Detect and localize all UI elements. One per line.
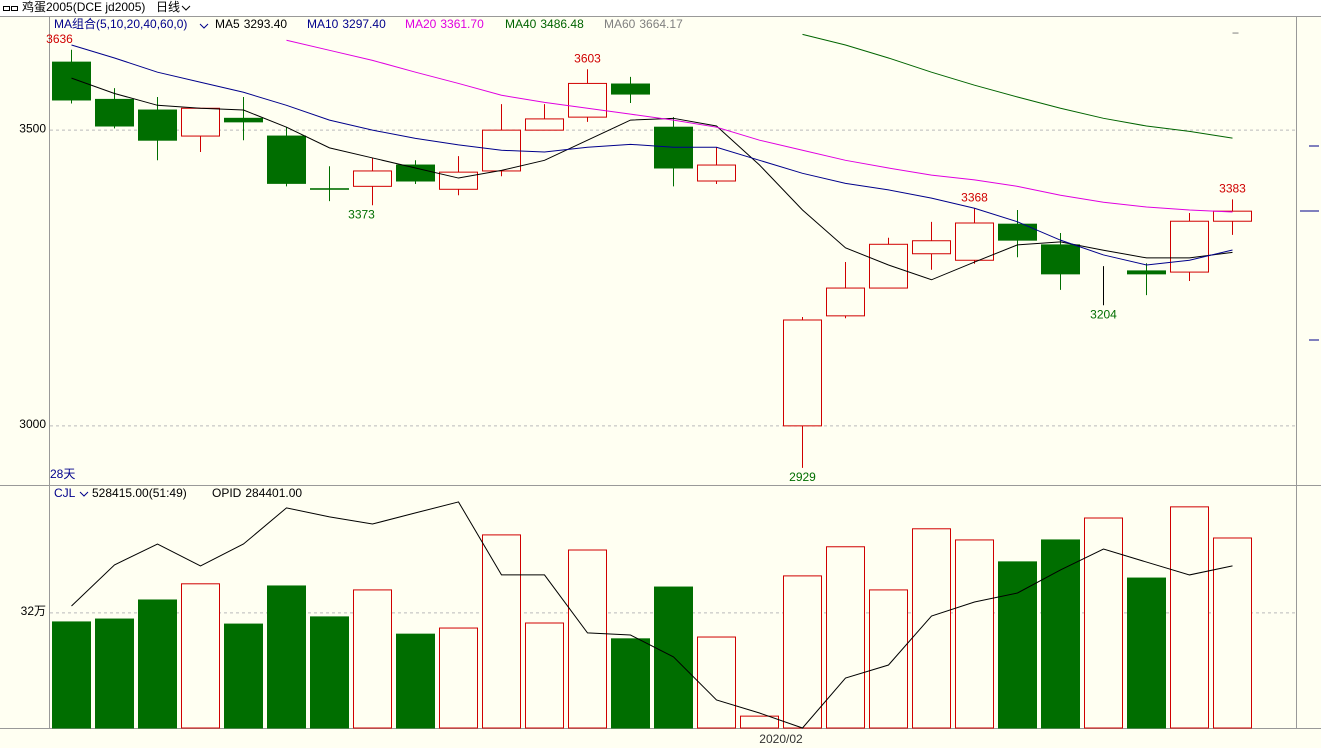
- header-bar: [0, 0, 1321, 16]
- low-label: 3373: [348, 207, 375, 221]
- legend-entry: MA60 3664.17: [604, 17, 683, 31]
- volume-bar: [1041, 539, 1080, 729]
- y-tick-label: 32万: [21, 604, 46, 618]
- volume-bar: [52, 621, 91, 729]
- volume-bar: [783, 575, 822, 729]
- candle-body: [1170, 220, 1209, 273]
- legend-value: 3297.40: [342, 17, 386, 31]
- candle-body: [955, 222, 994, 261]
- volume-bar: [1127, 577, 1166, 729]
- candle-body: [611, 83, 650, 95]
- candle-body: [1041, 244, 1080, 275]
- legend-entry: OPID 284401.00: [212, 486, 302, 500]
- legend-value: 528415.00(51:49): [92, 486, 187, 500]
- candle-body: [353, 170, 392, 187]
- volume-bar: [568, 549, 607, 729]
- legend-value: 284401.00: [245, 486, 302, 500]
- volume-bar: [912, 528, 951, 729]
- high-label: 3368: [961, 190, 988, 204]
- legend-name: MA20: [405, 17, 437, 31]
- volume-bar: [439, 627, 478, 729]
- volume-bar: [1213, 537, 1252, 729]
- high-label: 3636: [46, 32, 73, 46]
- y-tick-label: 3500: [19, 121, 46, 135]
- legend-value: 3664.17: [639, 17, 683, 31]
- candle-body: [310, 188, 349, 190]
- legend-name: MA5: [215, 17, 240, 31]
- ma-line: [71, 77, 1233, 281]
- volume-bar: [181, 583, 220, 729]
- legend-name: MA40: [505, 17, 537, 31]
- volume-bar: [525, 622, 564, 729]
- candle-body: [224, 117, 263, 123]
- candle-body: [869, 243, 908, 289]
- ma-chevron[interactable]: [199, 23, 209, 29]
- volume-bar: [826, 546, 865, 729]
- candle-body: [826, 287, 865, 317]
- volume-bar: [353, 589, 392, 729]
- candle-body: [912, 240, 951, 255]
- volume-bar: [740, 715, 779, 729]
- ma-line: [286, 39, 1233, 213]
- cjl-chevron[interactable]: [79, 491, 89, 497]
- volume-bar: [955, 539, 994, 729]
- legend-entry: MA10 3297.40: [307, 17, 386, 31]
- ma-line: [802, 33, 1233, 139]
- y-tick-label: 3000: [19, 417, 46, 431]
- volume-bar: [869, 589, 908, 729]
- volume-bar: [224, 623, 263, 729]
- legend-entry: MA20 3361.70: [405, 17, 484, 31]
- candle-body: [396, 164, 435, 182]
- ma-line: [71, 44, 1233, 266]
- high-label: 3383: [1219, 182, 1246, 196]
- volume-bar: [998, 561, 1037, 729]
- legend-name: MA60: [604, 17, 636, 31]
- volume-bar: [1170, 506, 1209, 729]
- count-label: 28天: [50, 467, 75, 481]
- volume-bar: [310, 616, 349, 729]
- volume-bar: [138, 599, 177, 729]
- volume-bar: [697, 636, 736, 729]
- volume-bar: [396, 633, 435, 729]
- high-label: 3603: [574, 51, 601, 65]
- candle-body: [697, 164, 736, 182]
- x-tick-label: 2020/02: [759, 732, 803, 746]
- candle-body: [52, 61, 91, 101]
- low-label: 3204: [1090, 307, 1117, 321]
- legend-value: 3486.48: [540, 17, 584, 31]
- low-label: 2929: [789, 470, 816, 484]
- legend-value: 3361.70: [440, 17, 484, 31]
- candle-body: [783, 319, 822, 427]
- period-selector[interactable]: 日线: [156, 0, 180, 14]
- period-chevron[interactable]: [181, 5, 191, 11]
- candle-body: [138, 109, 177, 141]
- candle-body: [525, 118, 564, 131]
- candle-body: [267, 135, 306, 184]
- header-icon: [3, 6, 18, 11]
- legend-name: OPID: [212, 486, 242, 500]
- candle-body: [95, 98, 134, 127]
- volume-bar: [267, 585, 306, 729]
- legend-name: CJL: [54, 486, 76, 500]
- right-markers: [1300, 145, 1319, 341]
- legend-name: MA10: [307, 17, 339, 31]
- volume-bar: [95, 618, 134, 729]
- opid-line: [71, 501, 1233, 729]
- candle-body: [1127, 270, 1166, 275]
- symbol-title: 鸡蛋2005(DCE jd2005): [22, 0, 145, 14]
- volume-bar: [611, 638, 650, 729]
- legend-entry: MA5 3293.40: [215, 17, 287, 31]
- legend-value: 3293.40: [244, 17, 288, 31]
- legend-title: MA组合(5,10,20,40,60,0): [54, 16, 187, 31]
- candle-body: [998, 223, 1037, 241]
- candle-body: [181, 107, 220, 137]
- legend-entry: MA40 3486.48: [505, 17, 584, 31]
- volume-bar: [482, 534, 521, 729]
- candle-body: [568, 82, 607, 118]
- candle-body: [1213, 210, 1252, 222]
